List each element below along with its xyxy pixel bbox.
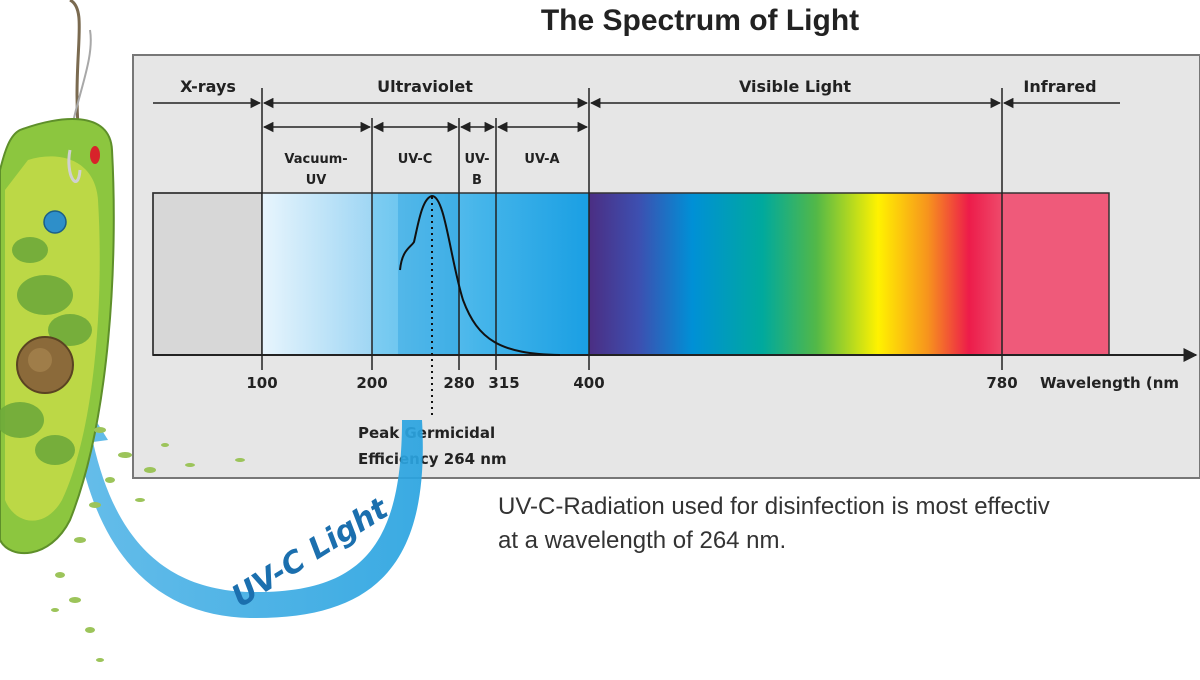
description-line-2: at a wavelength of 264 nm.	[498, 527, 787, 554]
tick-780: 780	[986, 374, 1017, 392]
description-line-1: UV-C-Radiation used for disinfection is …	[498, 493, 1050, 520]
germicidal-curve	[399, 194, 561, 356]
uvc-light-arrow	[62, 395, 423, 619]
label-infrared: Infrared	[1023, 77, 1096, 96]
tick-280: 280	[443, 374, 474, 392]
label-vacuum-uv-2: UV	[306, 173, 327, 188]
label-uva: UV-A	[524, 152, 559, 167]
uv-band	[372, 193, 589, 355]
label-uvb-1: UV-	[464, 152, 489, 167]
label-visible-light: Visible Light	[739, 77, 851, 96]
visible-band	[589, 193, 1002, 355]
description-text: UV-C-Radiation used for disinfection is …	[498, 490, 1200, 558]
band-dividers	[261, 88, 1003, 370]
disintegration-particles	[51, 427, 245, 662]
tick-315: 315	[488, 374, 519, 392]
label-uvb-2: B	[472, 173, 482, 188]
tick-200: 200	[356, 374, 387, 392]
vacuum-uv-band	[262, 193, 372, 355]
label-xrays: X-rays	[180, 77, 236, 96]
peak-label-line1: Peak Germicidal	[358, 424, 495, 442]
infrared-band	[1002, 193, 1109, 355]
xray-band	[152, 192, 263, 356]
label-uvc: UV-C	[398, 152, 433, 167]
page-title: The Spectrum of Light	[540, 4, 860, 37]
microorganism-illustration	[0, 0, 115, 554]
axis-label: Wavelength (nm	[1040, 374, 1179, 392]
label-vacuum-uv-1: Vacuum-	[284, 152, 347, 167]
label-ultraviolet: Ultraviolet	[377, 77, 473, 96]
uvc-highlight	[398, 193, 460, 355]
tick-400: 400	[573, 374, 604, 392]
peak-label-line2: Efficiency 264 nm	[358, 450, 507, 468]
tick-100: 100	[246, 374, 277, 392]
